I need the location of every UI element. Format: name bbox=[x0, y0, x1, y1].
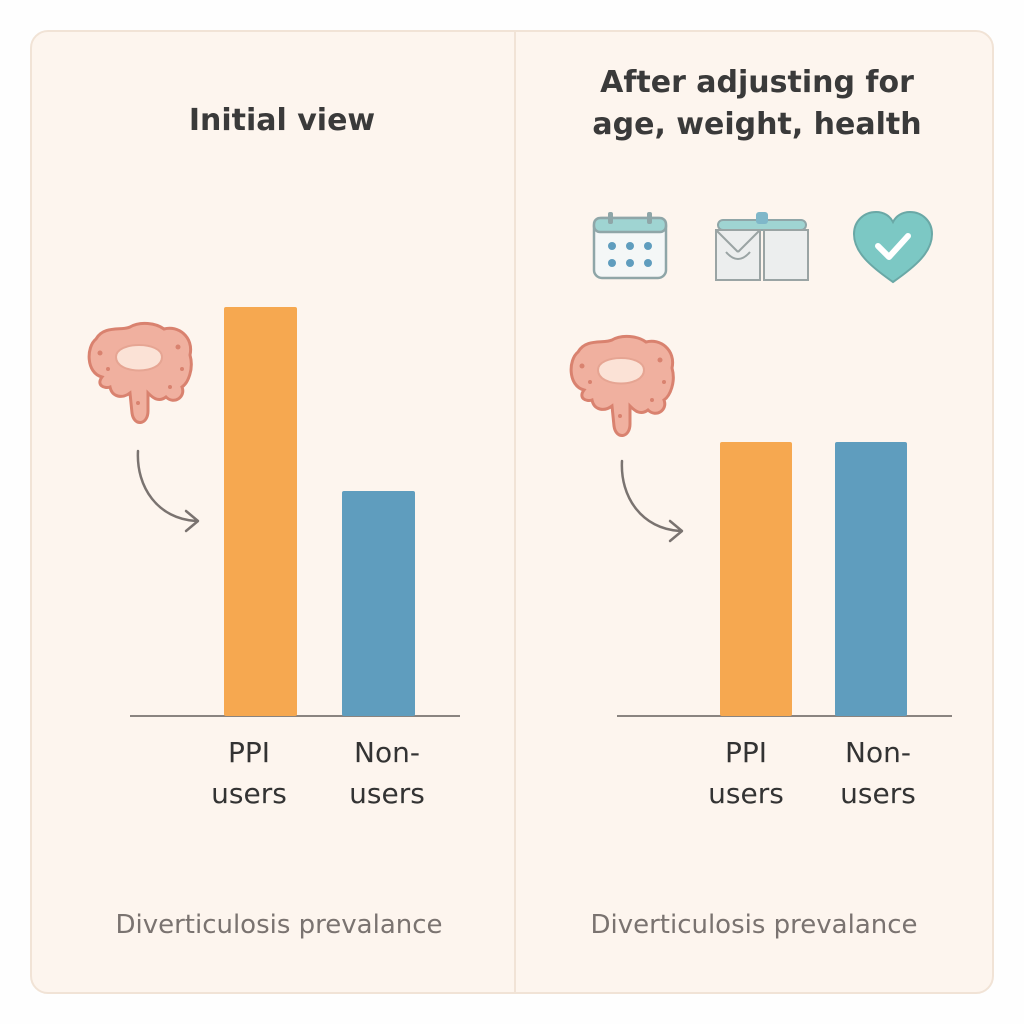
left-x-axis-caption: Diverticulosis prevalance bbox=[115, 910, 443, 940]
category-label: Non-users bbox=[349, 736, 425, 810]
colon-icon bbox=[87, 321, 193, 424]
right-pointer-arrow bbox=[620, 459, 684, 543]
bar-ppi-users bbox=[720, 442, 792, 716]
right-title-line-2: age, weight, health bbox=[592, 107, 922, 142]
heart-check-icon bbox=[852, 210, 934, 284]
scale-icon bbox=[715, 212, 809, 281]
left-pointer-arrow bbox=[136, 449, 200, 533]
right-bar-chart: PPI users Non-users bbox=[617, 442, 952, 810]
colon-icon bbox=[569, 334, 675, 437]
figure-frame: Initial view After adjusting for age, we… bbox=[30, 30, 994, 994]
bar-non-users bbox=[342, 491, 415, 716]
right-panel-title: After adjusting for age, weight, health bbox=[537, 62, 977, 146]
category-label: PPI users bbox=[211, 736, 287, 810]
left-bar-chart: PPI users Non-users bbox=[130, 307, 460, 810]
calendar-icon bbox=[592, 212, 668, 280]
right-title-line-1: After adjusting for bbox=[600, 65, 914, 100]
bar-ppi-users bbox=[224, 307, 297, 716]
right-x-axis-caption: Diverticulosis prevalance bbox=[590, 910, 918, 940]
category-label: Non-users bbox=[840, 736, 916, 810]
left-panel-title: Initial view bbox=[188, 103, 376, 138]
bar-non-users bbox=[835, 442, 907, 716]
category-label: PPI users bbox=[708, 736, 784, 810]
panel-divider bbox=[514, 32, 516, 992]
